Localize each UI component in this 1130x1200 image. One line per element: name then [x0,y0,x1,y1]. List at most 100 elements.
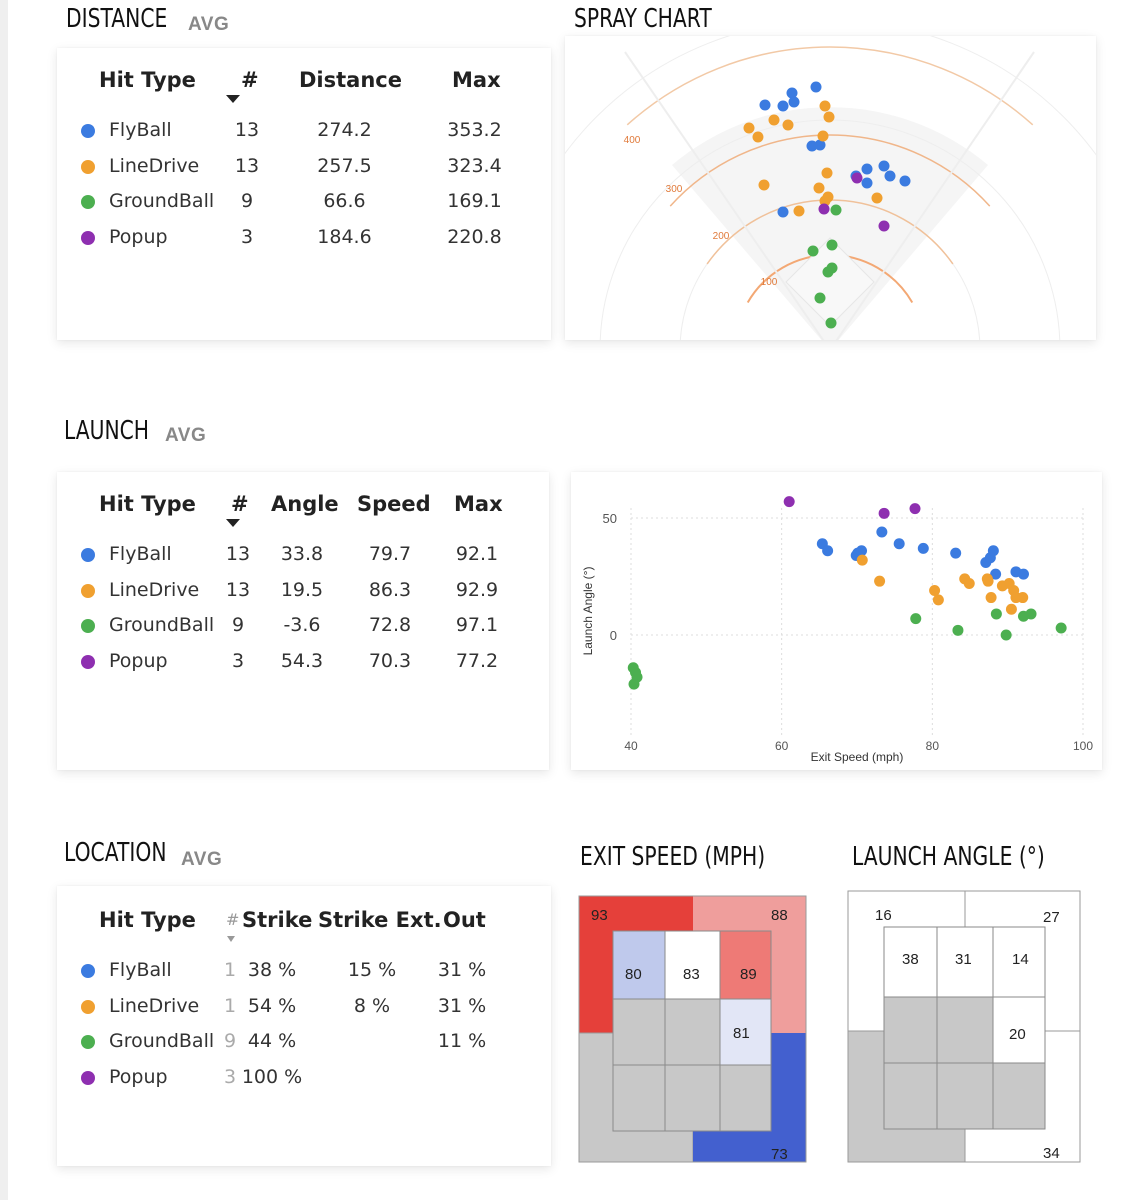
zone-inner-9[interactable] [992,1062,1046,1130]
spray-point-linedrive[interactable] [823,111,835,123]
spray-point-linedrive[interactable] [743,122,755,134]
zone-inner-6[interactable] [992,996,1046,1064]
zone-inner-8[interactable] [664,1064,721,1132]
speed-cell: 86.3 [368,578,412,601]
spray-point-linedrive[interactable] [758,179,770,191]
scatter-point-linedrive[interactable] [981,573,993,585]
scatter-point-groundball[interactable] [952,624,964,636]
spray-point-popup[interactable] [818,203,830,215]
col-max[interactable]: Max [452,68,501,92]
zone-inner-3[interactable] [992,926,1046,998]
legend-dot-flyball [81,964,95,978]
scatter-point-linedrive[interactable] [985,592,997,604]
scatter-point-groundball[interactable] [1000,629,1012,641]
spray-point-groundball[interactable] [825,317,837,329]
scatter-point-groundball[interactable] [990,608,1002,620]
sort-desc-icon[interactable] [226,95,240,103]
spray-point-linedrive[interactable] [817,130,829,142]
scatter-point-groundball[interactable] [910,613,922,625]
spray-point-groundball[interactable] [826,239,838,251]
spray-point-flyball[interactable] [861,177,873,189]
scatter-point-flyball[interactable] [987,545,999,557]
zone-inner-5[interactable] [936,996,994,1064]
spray-point-flyball[interactable] [777,206,789,218]
spray-point-linedrive[interactable] [752,131,764,143]
spray-point-flyball[interactable] [899,175,911,187]
scatter-point-linedrive[interactable] [1017,592,1029,604]
zone-inner-7[interactable] [612,1064,666,1132]
col-count[interactable]: # [241,68,259,92]
scatter-point-popup[interactable] [909,503,921,515]
scatter-point-linedrive[interactable] [963,578,975,590]
spray-point-flyball[interactable] [777,100,789,112]
scatter-point-linedrive[interactable] [932,594,944,606]
spray-point-linedrive[interactable] [819,195,831,207]
scatter-point-flyball[interactable] [822,545,834,557]
col-count[interactable]: # [226,910,240,929]
scatter-point-popup[interactable] [878,507,890,519]
spray-point-groundball[interactable] [830,204,842,216]
sort-desc-icon[interactable] [227,936,235,942]
col-strike[interactable]: Strike [242,908,313,932]
col-strike-ext[interactable]: Strike Ext. [318,908,442,932]
col-hit-type[interactable]: Hit Type [99,908,196,932]
spray-point-flyball[interactable] [884,170,896,182]
zone-inner-1[interactable] [612,930,666,1000]
scatter-point-groundball[interactable] [1025,608,1037,620]
scatter-point-linedrive[interactable] [1005,603,1017,615]
spray-point-linedrive[interactable] [821,167,833,179]
scatter-point-flyball[interactable] [856,545,868,557]
zone-inner-7[interactable] [883,1062,938,1130]
scatter-point-linedrive[interactable] [929,585,941,597]
scatter-point-flyball[interactable] [917,542,929,554]
strike-cell: 100 % [241,1065,303,1088]
spray-point-linedrive[interactable] [793,205,805,217]
scatter-point-flyball[interactable] [893,538,905,550]
zone-inner-2[interactable] [664,930,721,1000]
col-angle[interactable]: Angle [271,492,339,516]
spray-point-groundball[interactable] [822,266,834,278]
spray-point-groundball[interactable] [814,292,826,304]
spray-point-linedrive[interactable] [813,182,825,194]
zone-inner-5[interactable] [664,998,721,1066]
spray-point-linedrive[interactable] [871,192,883,204]
col-max[interactable]: Max [454,492,503,516]
spray-point-linedrive[interactable] [782,119,794,131]
scatter-point-linedrive[interactable] [856,554,868,566]
spray-point-flyball[interactable] [814,139,826,151]
col-speed[interactable]: Speed [357,492,431,516]
spray-point-flyball[interactable] [786,87,798,99]
spray-point-linedrive[interactable] [819,100,831,112]
scatter-point-linedrive[interactable] [874,575,886,587]
zone-inner-9[interactable] [719,1064,772,1132]
sort-desc-icon[interactable] [226,519,240,527]
spray-point-flyball[interactable] [759,99,771,111]
col-count[interactable]: # [231,492,249,516]
zone-inner-4[interactable] [612,998,666,1066]
col-hit-type[interactable]: Hit Type [99,68,196,92]
zone-inner-4[interactable] [883,996,938,1064]
zone-inner-8[interactable] [936,1062,994,1130]
spray-point-flyball[interactable] [878,160,890,172]
spray-point-flyball[interactable] [810,81,822,93]
spray-point-flyball[interactable] [788,96,800,108]
scatter-point-flyball[interactable] [950,547,962,559]
spray-point-groundball[interactable] [807,245,819,257]
zone-inner-6[interactable] [719,998,772,1066]
scatter-point-flyball[interactable] [876,526,888,538]
spray-point-linedrive[interactable] [768,114,780,126]
zone-inner-2[interactable] [936,926,994,998]
spray-point-flyball[interactable] [861,163,873,175]
scatter-point-flyball[interactable] [990,568,1002,580]
spray-point-popup[interactable] [878,220,890,232]
scatter-point-groundball[interactable] [1055,622,1067,634]
spray-point-popup[interactable] [851,172,863,184]
zone-inner-3[interactable] [719,930,772,1000]
col-out[interactable]: Out [443,908,486,932]
col-distance[interactable]: Distance [299,68,402,92]
scatter-point-groundball[interactable] [628,678,640,690]
col-hit-type[interactable]: Hit Type [99,492,196,516]
spray-point-flyball[interactable] [806,140,818,152]
scatter-point-flyball[interactable] [1017,568,1029,580]
scatter-point-popup[interactable] [783,496,795,508]
